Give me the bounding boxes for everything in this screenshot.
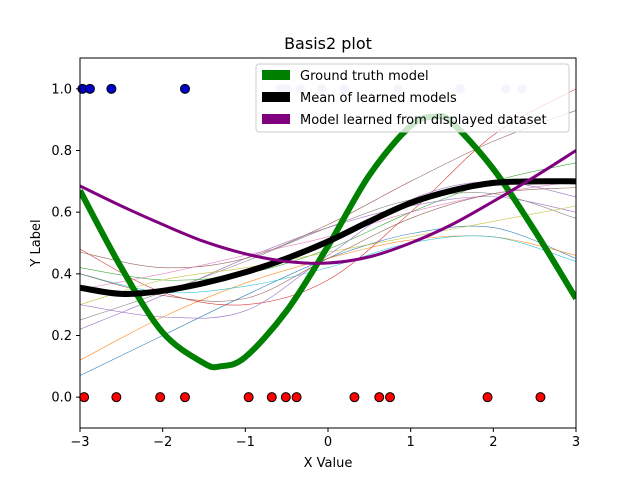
point-label-one xyxy=(106,83,117,94)
x-tick-label: 3 xyxy=(572,435,580,450)
point-label-zero xyxy=(179,392,190,403)
y-axis-label: Y Label xyxy=(29,219,44,267)
chart-title: Basis2 plot xyxy=(284,34,372,53)
legend-swatch-displayed xyxy=(262,114,290,124)
point-label-zero xyxy=(280,392,291,403)
point-label-zero xyxy=(535,392,546,403)
x-tick-label: 2 xyxy=(489,435,497,450)
legend-swatch-ground-truth xyxy=(262,70,290,80)
y-tick-label: 0.2 xyxy=(51,329,72,344)
point-label-zero xyxy=(385,392,395,403)
thin-model-line xyxy=(80,205,576,305)
point-label-zero xyxy=(111,392,122,403)
legend-box xyxy=(255,63,570,133)
legend-label-displayed: Model learned from displayed dataset xyxy=(300,113,547,128)
x-tick-label: 1 xyxy=(407,435,415,450)
point-label-zero xyxy=(291,392,302,403)
point-label-one xyxy=(84,83,95,94)
point-label-zero xyxy=(266,392,277,403)
legend: Ground truth model Mean of learned model… xyxy=(255,63,570,133)
thin-model-line xyxy=(80,187,576,302)
y-tick-label: 0.0 xyxy=(51,391,72,406)
y-tick-label: 0.6 xyxy=(51,206,72,221)
thin-model-line xyxy=(80,110,576,269)
axis-ticks: −3 −2 −1 0 1 2 3 0.0 0.2 0.4 0.6 0.8 1.0 xyxy=(51,82,580,450)
displayed-model-line xyxy=(80,149,576,265)
point-label-zero xyxy=(243,392,254,403)
y-tick-label: 0.4 xyxy=(51,267,72,282)
point-label-one xyxy=(179,83,190,94)
legend-label-mean: Mean of learned models xyxy=(300,91,457,106)
mean-model-line xyxy=(80,178,576,297)
y-tick-label: 0.8 xyxy=(51,144,72,159)
point-label-zero xyxy=(482,392,493,403)
legend-swatch-mean xyxy=(262,92,290,102)
x-axis-label: X Value xyxy=(304,456,353,471)
point-label-zero xyxy=(155,392,166,403)
point-label-zero xyxy=(374,392,385,403)
y-tick-label: 1.0 xyxy=(51,82,72,97)
point-label-zero xyxy=(79,392,90,403)
x-tick-label: −3 xyxy=(70,435,89,450)
ground-truth-line xyxy=(80,113,576,371)
x-tick-label: −1 xyxy=(236,435,255,450)
legend-label-ground-truth: Ground truth model xyxy=(300,69,429,84)
x-tick-label: 0 xyxy=(324,435,332,450)
main-model-lines xyxy=(80,113,576,371)
x-tick-label: −2 xyxy=(153,435,172,450)
point-label-zero xyxy=(349,392,360,403)
